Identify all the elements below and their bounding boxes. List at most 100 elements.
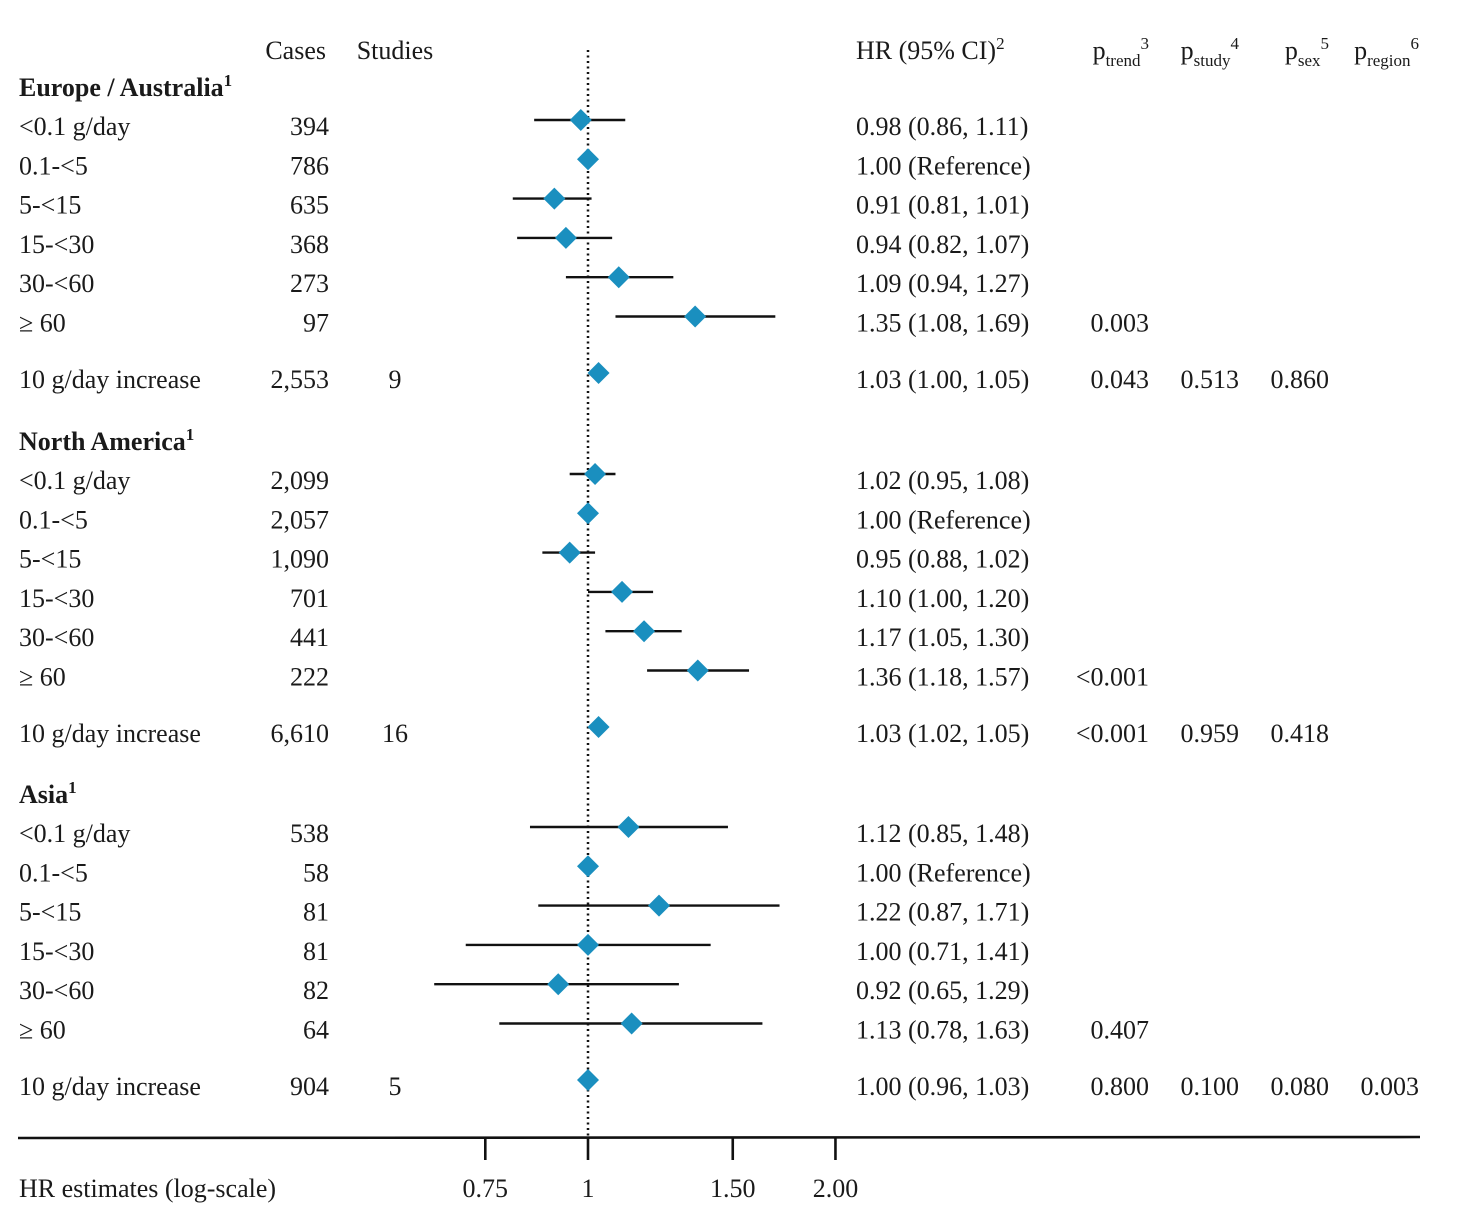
row-label: <0.1 g/day [19, 819, 130, 848]
summary-p-trend: 0.043 [1091, 365, 1150, 394]
summary-p-region: 0.003 [1361, 1072, 1420, 1101]
row-hr-ci: 1.13 (0.78, 1.63) [856, 1016, 1029, 1045]
summary-p-sex: 0.860 [1271, 365, 1330, 394]
hr-marker [547, 973, 570, 996]
row-cases: 82 [303, 976, 329, 1005]
summary-label: 10 g/day increase [19, 1072, 201, 1101]
row-cases: 222 [290, 663, 329, 692]
row-hr-ci: 1.22 (0.87, 1.71) [856, 898, 1029, 927]
hr-marker [617, 816, 640, 838]
summary-p-trend: <0.001 [1076, 719, 1149, 748]
summary-marker [587, 716, 610, 738]
summary-p-study: 0.959 [1181, 719, 1240, 748]
hr-marker [607, 266, 630, 289]
summary-p-sex: 0.080 [1271, 1072, 1330, 1101]
row-hr-ci: 1.09 (0.94, 1.27) [856, 269, 1029, 298]
row-label: ≥ 60 [19, 663, 66, 692]
row-cases: 273 [290, 269, 329, 298]
group-title: Asia1 [19, 778, 77, 809]
row-hr-ci: 1.35 (1.08, 1.69) [856, 309, 1029, 338]
row-p-trend: 0.003 [1091, 309, 1150, 338]
row-label: 30-<60 [19, 623, 94, 652]
row-hr-ci: 1.36 (1.18, 1.57) [856, 663, 1029, 692]
row-hr-ci: 0.98 (0.86, 1.11) [856, 112, 1028, 141]
summary-p-sex: 0.418 [1271, 719, 1330, 748]
row-cases: 81 [303, 898, 329, 927]
group-title: North America1 [19, 425, 194, 456]
row-cases: 786 [290, 151, 329, 180]
row-hr-ci: 0.94 (0.82, 1.07) [856, 230, 1029, 259]
hr-marker [577, 502, 599, 525]
summary-hr-ci: 1.03 (1.00, 1.05) [856, 365, 1029, 394]
row-hr-ci: 1.00 (0.71, 1.41) [856, 937, 1029, 966]
row-label: 15-<30 [19, 937, 94, 966]
row-label: 15-<30 [19, 584, 94, 613]
row-label: ≥ 60 [19, 1016, 66, 1045]
row-label: <0.1 g/day [19, 112, 130, 141]
hr-marker [554, 226, 577, 249]
hr-marker [577, 148, 599, 171]
group-title: Europe / Australia1 [19, 71, 232, 102]
x-tick-label: 2.00 [813, 1174, 859, 1203]
hr-marker [686, 659, 709, 682]
hr-marker [647, 894, 670, 917]
hr-marker [611, 580, 634, 603]
hr-marker [577, 933, 599, 956]
x-axis-line [17, 1135, 1421, 1140]
summary-p-study: 0.100 [1181, 1072, 1240, 1101]
row-label: 5-<15 [19, 191, 81, 220]
header-hr-ci: HR (95% CI)2 [856, 34, 1005, 65]
summary-studies: 16 [382, 719, 408, 748]
hr-marker [543, 187, 566, 210]
x-tick-label: 0.75 [463, 1174, 509, 1203]
row-cases: 81 [303, 937, 329, 966]
summary-cases: 6,610 [271, 719, 330, 748]
row-cases: 58 [303, 858, 329, 887]
summary-cases: 904 [290, 1072, 329, 1101]
row-hr-ci: 1.02 (0.95, 1.08) [856, 466, 1029, 495]
x-tick-label: 1.50 [710, 1174, 756, 1203]
hr-marker [584, 463, 607, 485]
row-label: 5-<15 [19, 898, 81, 927]
row-cases: 1,090 [271, 545, 330, 574]
row-label: 0.1-<5 [19, 151, 88, 180]
row-cases: 701 [290, 584, 329, 613]
row-hr-ci: 1.10 (1.00, 1.20) [856, 584, 1029, 613]
row-p-trend: 0.407 [1091, 1016, 1150, 1045]
summary-studies: 9 [389, 365, 402, 394]
hr-marker [620, 1012, 643, 1035]
hr-marker [684, 305, 707, 328]
header-p-sex: psex5 [1285, 34, 1329, 70]
row-cases: 2,057 [271, 505, 330, 534]
row-cases: 441 [290, 623, 329, 652]
row-hr-ci: 1.00 (Reference) [856, 858, 1031, 887]
row-cases: 368 [290, 230, 329, 259]
row-hr-ci: 0.95 (0.88, 1.02) [856, 545, 1029, 574]
summary-marker [587, 362, 610, 384]
header-p-region: pregion6 [1354, 34, 1419, 70]
row-label: 15-<30 [19, 230, 94, 259]
summary-p-study: 0.513 [1181, 365, 1240, 394]
row-label: <0.1 g/day [19, 466, 130, 495]
row-cases: 394 [290, 112, 329, 141]
row-hr-ci: 1.00 (Reference) [856, 505, 1031, 534]
header-studies: Studies [357, 36, 434, 65]
row-hr-ci: 1.12 (0.85, 1.48) [856, 819, 1029, 848]
summary-p-trend: 0.800 [1091, 1072, 1150, 1101]
x-axis-label: HR estimates (log-scale) [19, 1174, 276, 1203]
summary-marker [577, 1069, 599, 1091]
hr-marker [633, 620, 656, 643]
row-p-trend: <0.001 [1076, 663, 1149, 692]
row-hr-ci: 0.92 (0.65, 1.29) [856, 976, 1029, 1005]
summary-hr-ci: 1.00 (0.96, 1.03) [856, 1072, 1029, 1101]
row-cases: 635 [290, 191, 329, 220]
row-cases: 97 [303, 309, 329, 338]
header-p-study: pstudy4 [1181, 34, 1240, 70]
row-hr-ci: 1.00 (Reference) [856, 151, 1031, 180]
row-label: ≥ 60 [19, 309, 66, 338]
summary-studies: 5 [389, 1072, 402, 1101]
hr-marker [577, 855, 599, 878]
row-label: 0.1-<5 [19, 858, 88, 887]
hr-marker [558, 541, 581, 564]
row-label: 5-<15 [19, 545, 81, 574]
